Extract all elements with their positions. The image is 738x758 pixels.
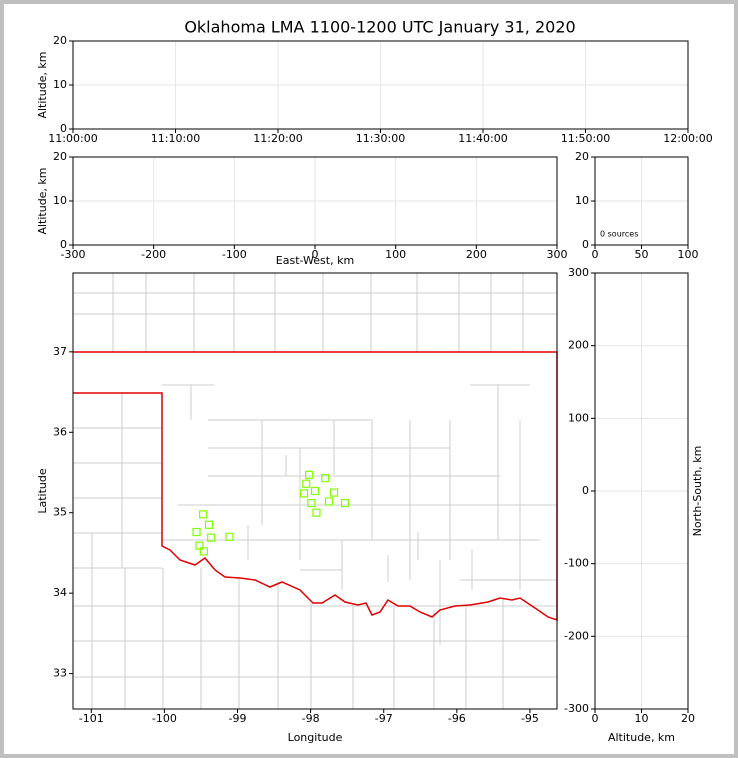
y-tick-label: 35	[53, 506, 67, 519]
point	[305, 470, 314, 480]
x-tick-label: -100	[152, 712, 177, 725]
panel: 11:00:00 11:10:00 11:20:00 11:30:00 11:40:00…	[36, 34, 713, 145]
x-tick-label: -300	[61, 248, 86, 261]
y-tick-label: 37	[53, 345, 67, 358]
x-tick-label: 11:50:00	[561, 132, 610, 145]
x-tick-label: 0	[592, 712, 599, 725]
x-axis-label: Longitude	[288, 731, 343, 744]
counties	[73, 273, 557, 709]
point	[310, 486, 320, 496]
point	[207, 533, 216, 542]
y-tick-label: 0	[582, 484, 589, 497]
point	[225, 532, 234, 541]
annotation: 0 sources	[600, 230, 638, 239]
y-tick-label: 10	[53, 78, 67, 91]
point	[307, 498, 316, 508]
y-axis-label: North-South, km	[691, 446, 704, 537]
y-tick-label: 20	[53, 34, 67, 47]
y-tick-label: 0	[582, 238, 589, 251]
y-tick-label: 20	[53, 150, 67, 163]
x-tick-label: 12:00:00	[663, 132, 712, 145]
y-tick-label: 200	[568, 339, 589, 352]
axes-frame	[594, 272, 689, 710]
x-tick-label: 100	[678, 248, 699, 261]
x-tick-label: 50	[635, 248, 649, 261]
point	[199, 547, 208, 556]
panel: 0 10 20 -300 -200 -100 0 100 200 300 Altitude, km N…	[564, 266, 704, 744]
x-tick-label: 11:30:00	[356, 132, 405, 145]
x-tick-label: 20	[681, 712, 695, 725]
y-tick-label: 10	[575, 194, 589, 207]
x-tick-label: 10	[635, 712, 649, 725]
point	[299, 489, 309, 498]
point	[195, 541, 204, 550]
y-axis-label: Altitude, km	[36, 51, 49, 118]
point	[324, 497, 333, 506]
x-axis-label: Altitude, km	[608, 731, 675, 744]
y-tick-label: -300	[564, 702, 589, 715]
x-tick-label: 300	[547, 248, 568, 261]
y-tick-label: 10	[53, 194, 67, 207]
state-border	[73, 351, 558, 622]
y-tick-label: 36	[53, 425, 67, 438]
point	[312, 508, 321, 517]
point	[192, 527, 201, 537]
x-tick-label: 11:00:00	[48, 132, 97, 145]
x-tick-label: -101	[79, 712, 104, 725]
figure-title: Oklahoma LMA 1100-1200 UTC January 31, 2…	[184, 18, 575, 37]
x-tick-label: 11:40:00	[458, 132, 507, 145]
x-tick-label: 200	[466, 248, 487, 261]
x-tick-label: -99	[229, 712, 247, 725]
panel: -101 -100 -99 -98 -97 -96 -95 33 34 35 36 37 Longitu…	[36, 272, 558, 744]
x-tick-label: -97	[375, 712, 393, 725]
axes-frame	[72, 156, 558, 246]
point	[321, 474, 330, 483]
axes-frame	[594, 156, 689, 246]
x-tick-label: -200	[141, 248, 166, 261]
point	[340, 498, 350, 508]
x-tick-label: -98	[302, 712, 320, 725]
x-axis-label: East-West, km	[276, 254, 354, 267]
point	[199, 510, 208, 519]
y-tick-label: 33	[53, 667, 67, 680]
y-tick-label: 300	[568, 266, 589, 279]
y-tick-label: 20	[575, 150, 589, 163]
x-tick-label: -100	[222, 248, 247, 261]
x-tick-label: 0	[592, 248, 599, 261]
y-axis-label: Altitude, km	[36, 167, 49, 234]
point	[329, 488, 339, 497]
x-tick-label: 11:10:00	[151, 132, 200, 145]
y-tick-label: -200	[564, 629, 589, 642]
y-tick-label: 100	[568, 411, 589, 424]
y-tick-label: -100	[564, 557, 589, 570]
axes-frame	[72, 272, 558, 710]
panel: 0 50 100 0 10 20 0 sources	[575, 150, 699, 261]
axes-frame	[72, 40, 689, 130]
y-tick-label: 34	[53, 586, 67, 599]
x-tick-label: 11:20:00	[253, 132, 302, 145]
x-tick-label: 0	[312, 248, 319, 261]
map-layer	[73, 273, 558, 709]
y-tick-label: 0	[60, 122, 67, 135]
x-tick-label: -95	[521, 712, 539, 725]
x-tick-label: 100	[385, 248, 406, 261]
point	[302, 479, 311, 488]
panel: -300 -200 -100 0 100 200 300 0 10 20 East-West, km…	[36, 150, 568, 267]
y-axis-label: Latitude	[36, 468, 49, 514]
y-tick-label: 0	[60, 238, 67, 251]
x-tick-label: -96	[448, 712, 466, 725]
point	[204, 520, 214, 529]
